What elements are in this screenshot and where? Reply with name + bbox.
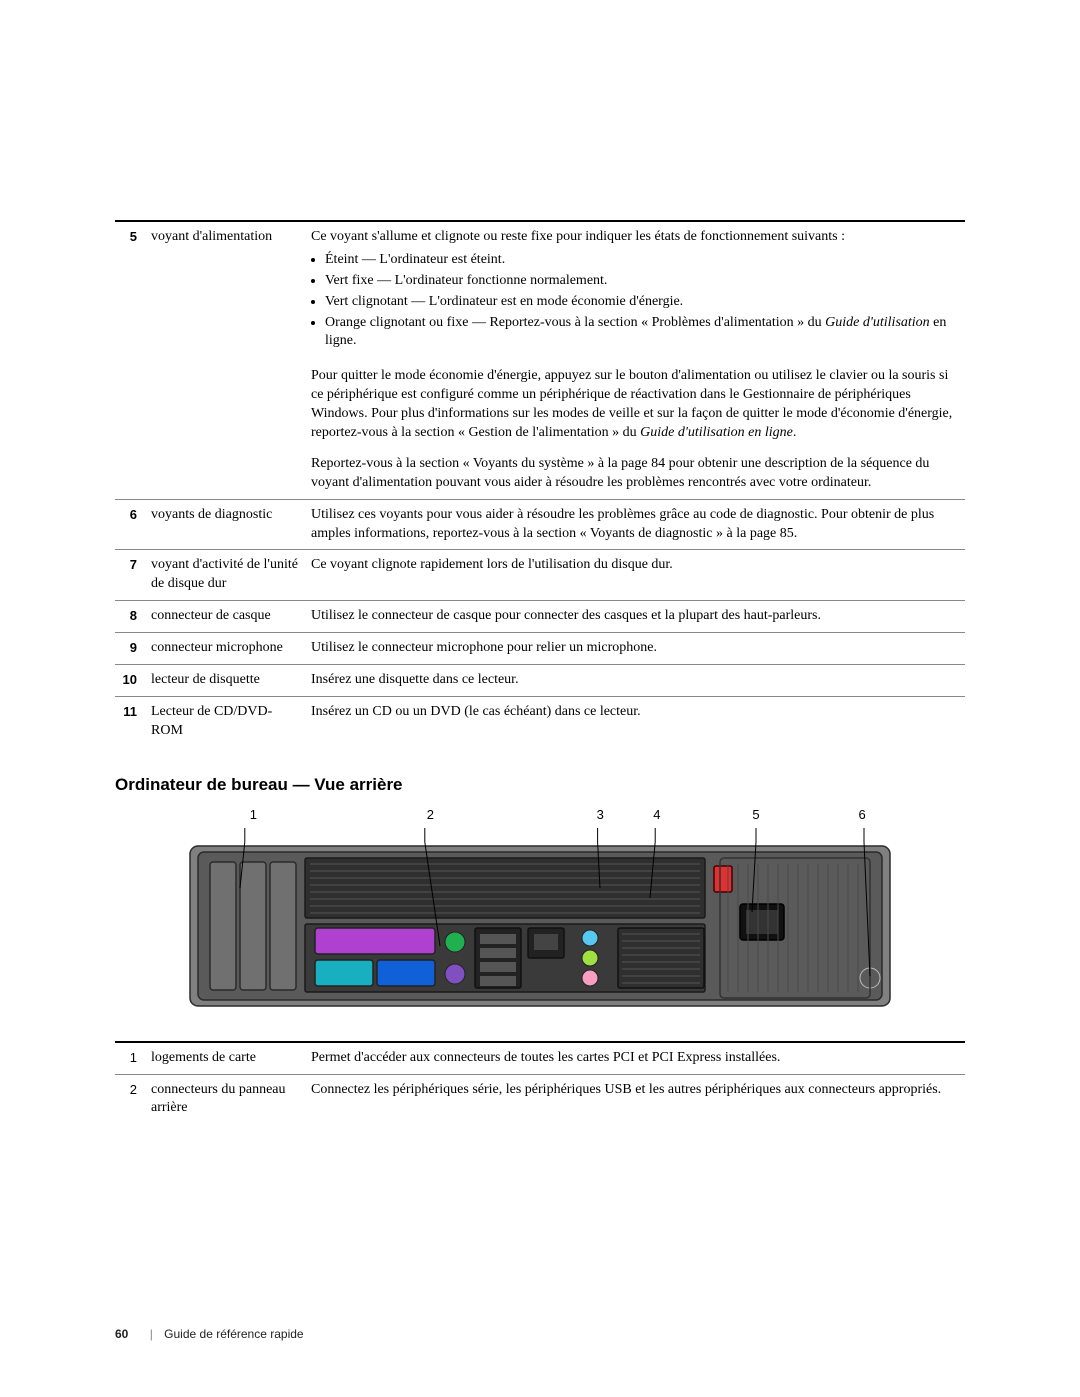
table-row: 11 Lecteur de CD/DVD-ROM Insérez un CD o… [115, 696, 965, 746]
footer-separator: | [150, 1327, 153, 1341]
row-label: voyants de diagnostic [147, 499, 307, 550]
section-heading: Ordinateur de bureau — Vue arrière [115, 775, 965, 795]
row-number: 2 [115, 1074, 147, 1124]
row-label: connecteur de casque [147, 601, 307, 633]
bullet-italic: Guide d'utilisation [825, 315, 930, 330]
table-row: 2 connecteurs du panneau arrière Connect… [115, 1074, 965, 1124]
row-number: 10 [115, 665, 147, 697]
row-number: 9 [115, 633, 147, 665]
component-table-top: 5 voyant d'alimentation Ce voyant s'allu… [115, 220, 965, 747]
row-number: 6 [115, 499, 147, 550]
page-number: 60 [115, 1327, 128, 1341]
table-row: Pour quitter le mode économie d'énergie,… [115, 361, 965, 449]
bullet: Vert fixe — L'ordinateur fonctionne norm… [325, 272, 959, 291]
page-footer: 60 | Guide de référence rapide [115, 1327, 304, 1341]
rear-view-diagram [180, 828, 900, 1018]
table-row: 10 lecteur de disquette Insérez une disq… [115, 665, 965, 697]
bullet: Éteint — L'ordinateur est éteint. [325, 251, 959, 270]
row-label: Lecteur de CD/DVD-ROM [147, 696, 307, 746]
row-description: Reportez-vous à la section « Voyants du … [307, 449, 965, 499]
row-label: voyant d'alimentation [147, 221, 307, 361]
intro-text: Ce voyant s'allume et clignote ou reste … [311, 228, 959, 247]
table-row: 9 connecteur microphone Utilisez le conn… [115, 633, 965, 665]
bullet-list: Éteint — L'ordinateur est éteint. Vert f… [325, 251, 959, 351]
row-number: 1 [115, 1042, 147, 1074]
row-description: Ce voyant clignote rapidement lors de l'… [307, 550, 965, 601]
row-number: 8 [115, 601, 147, 633]
row-label: voyant d'activité de l'unité de disque d… [147, 550, 307, 601]
row-description: Permet d'accéder aux connecteurs de tout… [307, 1042, 965, 1074]
row-description: Utilisez ces voyants pour vous aider à r… [307, 499, 965, 550]
bullet: Vert clignotant — L'ordinateur est en mo… [325, 293, 959, 312]
table-row: 5 voyant d'alimentation Ce voyant s'allu… [115, 221, 965, 361]
para-text: Pour quitter le mode économie d'énergie,… [311, 368, 952, 440]
table-row: 1 logements de carte Permet d'accéder au… [115, 1042, 965, 1074]
diagram-callout-labels: 123456 [180, 807, 900, 822]
diagram-container: 123456 [180, 807, 900, 1023]
para-text: . [793, 425, 797, 440]
row-description: Connectez les périphériques série, les p… [307, 1074, 965, 1124]
table-row: 7 voyant d'activité de l'unité de disque… [115, 550, 965, 601]
table-row: 8 connecteur de casque Utilisez le conne… [115, 601, 965, 633]
row-description: Insérez un CD ou un DVD (le cas échéant)… [307, 696, 965, 746]
table-row: Reportez-vous à la section « Voyants du … [115, 449, 965, 499]
row-number: 7 [115, 550, 147, 601]
footer-title: Guide de référence rapide [164, 1327, 303, 1341]
table-row: 6 voyants de diagnostic Utilisez ces voy… [115, 499, 965, 550]
para-italic: Guide d'utilisation en ligne [640, 425, 793, 440]
row-label: logements de carte [147, 1042, 307, 1074]
component-table-bottom: 1 logements de carte Permet d'accéder au… [115, 1041, 965, 1125]
row-description: Insérez une disquette dans ce lecteur. [307, 665, 965, 697]
row-description: Pour quitter le mode économie d'énergie,… [307, 361, 965, 449]
row-label: lecteur de disquette [147, 665, 307, 697]
row-number: 5 [115, 221, 147, 361]
bullet: Orange clignotant ou fixe — Reportez-vou… [325, 314, 959, 352]
row-number: 11 [115, 696, 147, 746]
row-description: Ce voyant s'allume et clignote ou reste … [307, 221, 965, 361]
row-label: connecteurs du panneau arrière [147, 1074, 307, 1124]
bullet-text: Orange clignotant ou fixe — Reportez-vou… [325, 315, 825, 330]
row-description: Utilisez le connecteur microphone pour r… [307, 633, 965, 665]
row-description: Utilisez le connecteur de casque pour co… [307, 601, 965, 633]
row-label: connecteur microphone [147, 633, 307, 665]
